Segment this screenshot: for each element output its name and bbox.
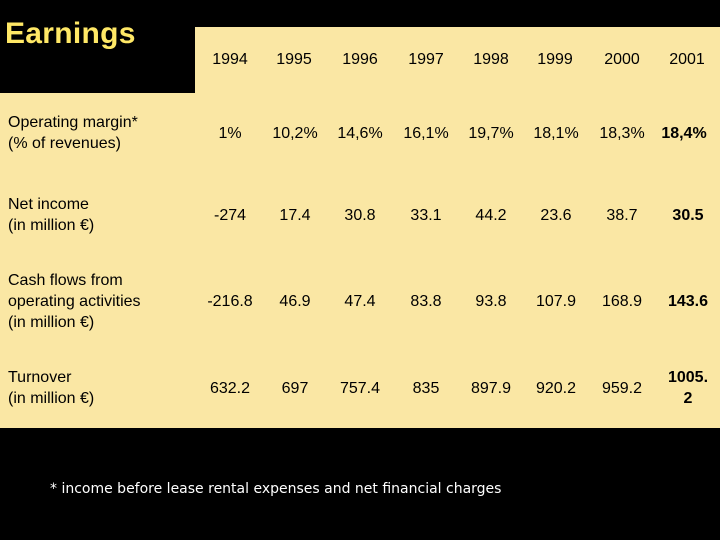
table-cell: 44.2 [475,207,507,224]
row-label-cash-flows: Cash flows from operating activities (in… [8,270,141,333]
table-cell: 14,6% [337,125,383,142]
table-cell: 18,1% [533,125,579,142]
row-label-line: (in million €) [8,217,95,234]
year-header: 2000 [604,51,640,68]
table-cell: -216.8 [207,293,253,310]
row-label-line: (in million €) [8,390,95,407]
table-cell: 897.9 [470,380,512,397]
table-cell: 30.8 [344,207,376,224]
table-cell: 30.5 [672,207,704,224]
table-cell: 168.9 [601,293,643,310]
table-cell: 46.9 [279,293,311,310]
table-cell: 47.4 [344,293,376,310]
row-label-net-income: Net income (in million €) [8,194,94,236]
row-label-line: Net income [8,196,89,213]
table-cell: 632.2 [209,380,251,397]
table-cell: 19,7% [468,125,514,142]
table-cell: 33.1 [410,207,442,224]
footnote: * income before lease rental expenses an… [50,481,502,497]
year-header: 2001 [669,51,705,68]
table-cell: 959.2 [601,380,643,397]
table-cell: 920.2 [535,380,577,397]
row-label-line: (in million €) [8,314,95,331]
table-cell: 835 [412,380,440,397]
year-header: 1999 [537,51,573,68]
table-cell: 83.8 [410,293,442,310]
row-label-line: operating activities [8,293,141,310]
table-cell: 18,3% [599,125,645,142]
title-area [0,27,195,93]
table-cell-line: 2 [683,390,693,407]
row-label-line: (% of revenues) [8,135,121,152]
earnings-table [0,27,720,428]
table-cell: 38.7 [606,207,638,224]
row-label-turnover: Turnover (in million €) [8,367,94,409]
table-cell: 18,4% [661,125,707,142]
table-cell: 757.4 [339,380,381,397]
year-header: 1996 [342,51,378,68]
row-label-line: Operating margin* [8,114,138,131]
table-cell: 143.6 [667,293,709,310]
table-cell: 93.8 [475,293,507,310]
slide-title: Earnings [5,17,136,50]
table-cell: 23.6 [540,207,572,224]
year-header: 1994 [212,51,248,68]
row-label-line: Cash flows from [8,272,123,289]
row-label-operating-margin: Operating margin* (% of revenues) [8,112,138,154]
row-label-line: Turnover [8,369,72,386]
table-cell: 1% [218,125,242,142]
table-cell: 107.9 [535,293,577,310]
table-cell: 10,2% [272,125,318,142]
table-cell: -274 [213,207,247,224]
year-header: 1997 [408,51,444,68]
table-cell-wrapped: 1005. 2 [652,367,720,409]
table-cell: 697 [281,380,309,397]
table-cell-line: 1005. [667,369,709,386]
year-header: 1995 [276,51,312,68]
table-cell: 16,1% [403,125,449,142]
table-cell: 17.4 [279,207,311,224]
year-header: 1998 [473,51,509,68]
